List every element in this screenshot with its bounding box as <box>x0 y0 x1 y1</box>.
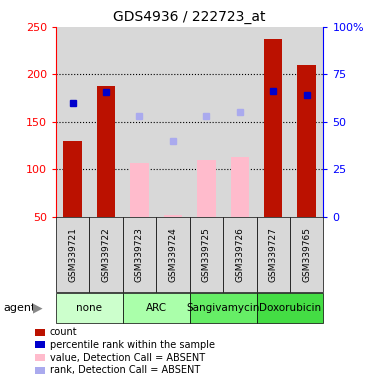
Bar <box>97 86 115 217</box>
Text: GSM339726: GSM339726 <box>235 227 244 282</box>
Text: percentile rank within the sample: percentile rank within the sample <box>50 340 215 350</box>
Bar <box>56 293 123 323</box>
Bar <box>223 217 256 292</box>
Bar <box>164 215 182 217</box>
Bar <box>231 157 249 217</box>
Bar <box>56 217 89 292</box>
Text: agent: agent <box>4 303 36 313</box>
Bar <box>89 27 123 217</box>
Bar <box>123 27 156 217</box>
Bar <box>189 217 223 292</box>
Bar <box>223 27 256 217</box>
Bar <box>130 163 149 217</box>
Bar <box>290 217 323 292</box>
Bar <box>189 27 223 217</box>
Text: GSM339723: GSM339723 <box>135 227 144 282</box>
Bar <box>64 141 82 217</box>
Text: count: count <box>50 327 77 337</box>
Text: value, Detection Call = ABSENT: value, Detection Call = ABSENT <box>50 353 205 362</box>
Text: Sangivamycin: Sangivamycin <box>186 303 260 313</box>
Text: GSM339765: GSM339765 <box>302 227 311 282</box>
Text: none: none <box>76 303 102 313</box>
Bar <box>256 293 323 323</box>
Bar <box>298 65 316 217</box>
Bar <box>197 160 216 217</box>
Text: GSM339721: GSM339721 <box>68 227 77 282</box>
Title: GDS4936 / 222723_at: GDS4936 / 222723_at <box>113 10 266 25</box>
Bar <box>56 27 89 217</box>
Text: ARC: ARC <box>146 303 167 313</box>
Bar <box>123 293 189 323</box>
Bar <box>156 217 189 292</box>
Text: Doxorubicin: Doxorubicin <box>259 303 321 313</box>
Text: GSM339727: GSM339727 <box>269 227 278 282</box>
Text: GSM339725: GSM339725 <box>202 227 211 282</box>
Bar <box>189 293 256 323</box>
Bar <box>290 27 323 217</box>
Bar <box>256 217 290 292</box>
Text: rank, Detection Call = ABSENT: rank, Detection Call = ABSENT <box>50 365 200 375</box>
Text: GSM339724: GSM339724 <box>168 227 177 282</box>
Text: ▶: ▶ <box>32 301 42 314</box>
Bar <box>264 39 283 217</box>
Bar <box>256 27 290 217</box>
Bar <box>123 217 156 292</box>
Bar <box>89 217 123 292</box>
Bar <box>156 27 189 217</box>
Text: GSM339722: GSM339722 <box>102 227 110 282</box>
